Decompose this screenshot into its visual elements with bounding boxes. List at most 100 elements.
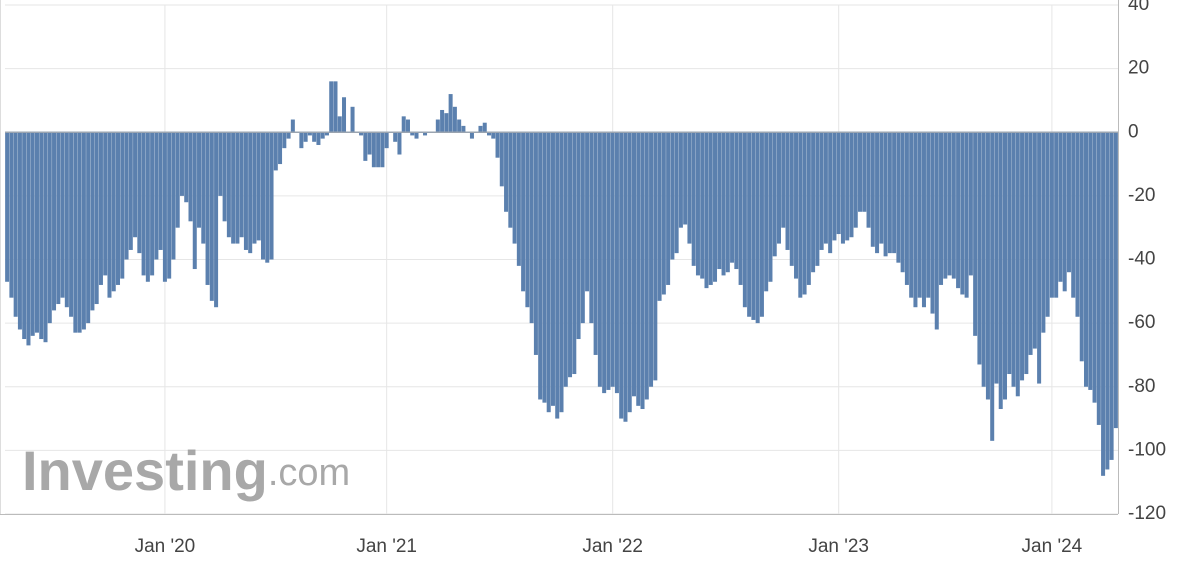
bar — [269, 132, 274, 260]
bar — [367, 132, 372, 155]
bar — [120, 132, 125, 279]
bar — [623, 132, 628, 422]
bar — [593, 132, 598, 355]
bar — [1066, 132, 1071, 273]
bar — [252, 132, 257, 244]
bar — [977, 132, 982, 365]
bar — [393, 132, 398, 142]
bar — [26, 132, 31, 346]
bar — [806, 132, 811, 285]
axes: 40 20 0 -20 -40 -60 -80 -100 -120 Jan '20 Jan '21 J… — [0, 0, 1166, 557]
bar — [457, 119, 462, 133]
bar — [926, 132, 931, 298]
bar — [13, 132, 18, 317]
bar — [452, 106, 457, 133]
bar — [107, 132, 112, 298]
bar — [990, 132, 995, 441]
bar — [124, 132, 129, 260]
bar — [205, 132, 210, 285]
bar — [802, 132, 807, 295]
bar — [440, 109, 445, 133]
bar — [154, 132, 159, 260]
bar — [742, 132, 747, 308]
bar — [329, 81, 334, 133]
bar — [1075, 132, 1080, 317]
bar — [516, 132, 521, 266]
bar — [218, 132, 223, 196]
bar — [879, 132, 884, 244]
bar — [1020, 132, 1025, 381]
bar — [1088, 132, 1093, 390]
bar — [559, 132, 564, 413]
bar — [853, 132, 858, 228]
bar — [282, 132, 287, 149]
y-tick-label: 20 — [1128, 58, 1149, 79]
bar — [414, 132, 419, 139]
bar — [576, 132, 581, 340]
bar — [39, 132, 44, 340]
bar — [371, 132, 376, 168]
bar — [580, 132, 585, 324]
bar — [678, 132, 683, 228]
bar — [815, 132, 820, 266]
bar — [819, 132, 824, 250]
bar — [904, 132, 909, 285]
bars — [5, 81, 1118, 476]
bar — [563, 132, 568, 387]
bar — [981, 132, 986, 387]
bar — [1113, 132, 1118, 429]
bar — [845, 132, 850, 241]
bar — [730, 132, 735, 263]
bar — [585, 132, 590, 292]
bar — [525, 132, 530, 308]
bar — [401, 116, 406, 133]
bar — [34, 132, 39, 333]
bar — [934, 132, 939, 330]
bar — [627, 132, 632, 413]
bar — [721, 132, 726, 276]
bar — [504, 132, 509, 212]
bar — [299, 132, 304, 149]
bar — [337, 116, 342, 133]
bar — [951, 132, 956, 279]
bar — [1045, 132, 1050, 317]
bar — [410, 132, 415, 136]
bar — [828, 132, 833, 254]
bar — [52, 132, 57, 311]
bar — [597, 132, 602, 387]
bar — [521, 132, 526, 292]
bar — [30, 132, 35, 336]
bar — [866, 132, 871, 228]
bar — [619, 132, 624, 419]
bar — [840, 132, 845, 244]
bar — [197, 132, 202, 228]
bar — [43, 132, 48, 343]
bar — [913, 132, 918, 308]
bar — [248, 132, 253, 254]
bar — [708, 132, 713, 285]
bar — [1054, 132, 1059, 298]
bar — [1049, 132, 1054, 298]
bar — [5, 132, 10, 282]
bar — [273, 132, 278, 171]
bar — [435, 119, 440, 133]
bar — [947, 132, 952, 276]
bar — [90, 132, 95, 311]
bar — [1071, 132, 1076, 298]
bar — [103, 132, 108, 276]
bar — [1062, 132, 1067, 292]
bar — [461, 125, 466, 133]
bar — [751, 132, 756, 320]
bar — [397, 132, 402, 155]
bar — [188, 132, 193, 222]
bar — [900, 132, 905, 273]
bar — [47, 132, 52, 324]
bar — [550, 132, 555, 406]
bar — [201, 132, 206, 244]
bar — [1058, 132, 1063, 282]
bar — [1032, 132, 1037, 349]
bar — [444, 113, 449, 133]
y-tick-label: 40 — [1128, 0, 1149, 15]
bar — [670, 132, 675, 260]
bar — [883, 132, 888, 257]
